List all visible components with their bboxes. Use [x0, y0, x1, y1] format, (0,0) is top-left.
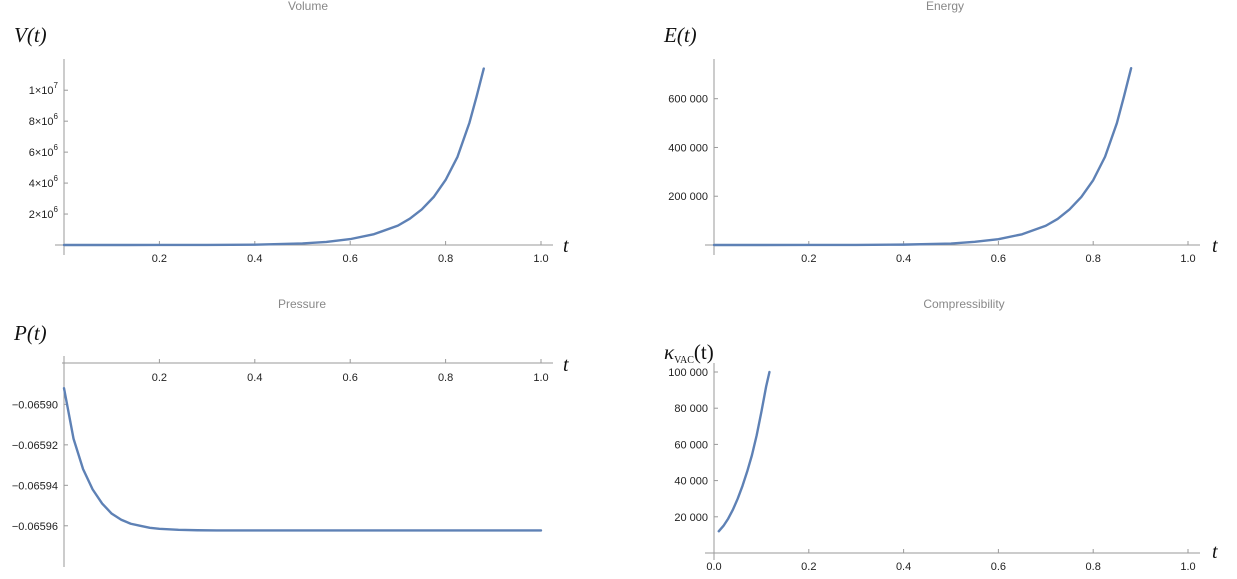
series-line: [62, 67, 485, 247]
y-tick-label: 100 000: [668, 367, 708, 379]
y-tick-times-ten: ×10: [35, 147, 54, 159]
x-tick-label: 0.2: [801, 561, 816, 573]
x-tick-label: 0.4: [896, 253, 911, 265]
y-tick-mantissa: 6: [29, 147, 35, 159]
y-tick-label: 6×106: [29, 143, 59, 159]
y-axis-label-subscript: VAC: [674, 355, 694, 366]
x-tick-label: 0.8: [1086, 253, 1101, 265]
y-tick-times-ten: ×10: [35, 178, 54, 190]
y-tick-label: −0.06592: [12, 440, 58, 452]
y-tick-mantissa: 1: [29, 85, 35, 97]
y-tick-mantissa: 8: [29, 116, 35, 128]
x-tick-label: 0.4: [896, 561, 911, 573]
x-axis-label: t: [1212, 235, 1218, 257]
x-tick-label: 1.0: [533, 253, 548, 265]
y-tick-label: 4×106: [29, 174, 59, 190]
x-tick-label: 1.0: [533, 372, 548, 384]
x-tick-label: 0.8: [438, 372, 453, 384]
y-tick-label: 80 000: [674, 403, 708, 415]
y-tick-exponent: 6: [54, 174, 59, 183]
y-axis-label: κVAC(t): [664, 340, 714, 366]
y-tick-label: 400 000: [668, 142, 708, 154]
series-line: [62, 386, 543, 532]
chart-panel-3: Pressure 0.2 0.4 0.6 0.8 1.0 −0.06590 −0.06592 −…: [12, 297, 569, 567]
x-tick-label: 1.0: [1180, 253, 1195, 265]
x-tick-label: 0.4: [247, 372, 262, 384]
x-tick-label: 0.8: [438, 253, 453, 265]
y-tick-times-ten: ×10: [35, 85, 54, 97]
x-tick-label: 0.6: [991, 561, 1006, 573]
y-tick-exponent: 6: [54, 112, 59, 121]
y-tick-label: 20 000: [674, 512, 708, 524]
y-axis-label: E(t): [663, 23, 697, 47]
y-tick-label: 1×107: [29, 81, 59, 97]
y-tick-exponent: 6: [54, 143, 59, 152]
x-tick-label: 0.2: [152, 372, 167, 384]
x-tick-label: 0.2: [152, 253, 167, 265]
x-tick-label: 0.6: [343, 253, 358, 265]
y-tick-label: 40 000: [674, 476, 708, 488]
x-tick-label: 1.0: [1180, 561, 1195, 573]
x-tick-label: 0.8: [1086, 561, 1101, 573]
series-line: [717, 370, 771, 533]
y-tick-times-ten: ×10: [35, 209, 54, 221]
y-tick-label: 2×106: [29, 205, 59, 221]
x-tick-label: 0.6: [991, 253, 1006, 265]
chart-title: Volume: [288, 0, 328, 13]
x-tick-label: 0.2: [801, 253, 816, 265]
chart-panel-4: Compressibility 0.0 0.2 0.4 0.6 0.8 1.0 20 000 4…: [664, 297, 1218, 573]
y-tick-times-ten: ×10: [35, 116, 54, 128]
x-axis-label: t: [563, 354, 569, 376]
y-tick-mantissa: 2: [29, 209, 35, 221]
chart-title: Energy: [926, 0, 964, 13]
series-line: [712, 67, 1133, 247]
chart-panel-2: Energy 0.2 0.4 0.6 0.8 1.0 200 000 400 000 600 0…: [663, 0, 1218, 265]
y-axis-label: P(t): [13, 321, 47, 345]
y-tick-mantissa: 4: [29, 178, 35, 190]
y-tick-label: 200 000: [668, 191, 708, 203]
y-tick-label: −0.06594: [12, 480, 58, 492]
y-axis-label-arg: (t): [694, 340, 714, 364]
y-tick-label: 600 000: [668, 94, 708, 106]
y-axis-label: V(t): [14, 23, 47, 47]
y-tick-exponent: 7: [54, 81, 59, 90]
chart-title: Pressure: [278, 297, 326, 311]
y-tick-label: 8×106: [29, 112, 59, 128]
x-axis-label: t: [1212, 541, 1218, 563]
y-axis-label-symbol: κ: [664, 340, 675, 364]
y-tick-exponent: 6: [54, 205, 59, 214]
x-tick-label: 0.6: [343, 372, 358, 384]
y-tick-label: −0.06590: [12, 399, 58, 411]
x-tick-label: 0.4: [247, 253, 262, 265]
y-tick-label: 60 000: [674, 439, 708, 451]
x-axis-label: t: [563, 235, 569, 257]
x-tick-label: 0.0: [706, 561, 721, 573]
y-tick-label: −0.06596: [12, 521, 58, 533]
chart-title: Compressibility: [923, 297, 1004, 311]
